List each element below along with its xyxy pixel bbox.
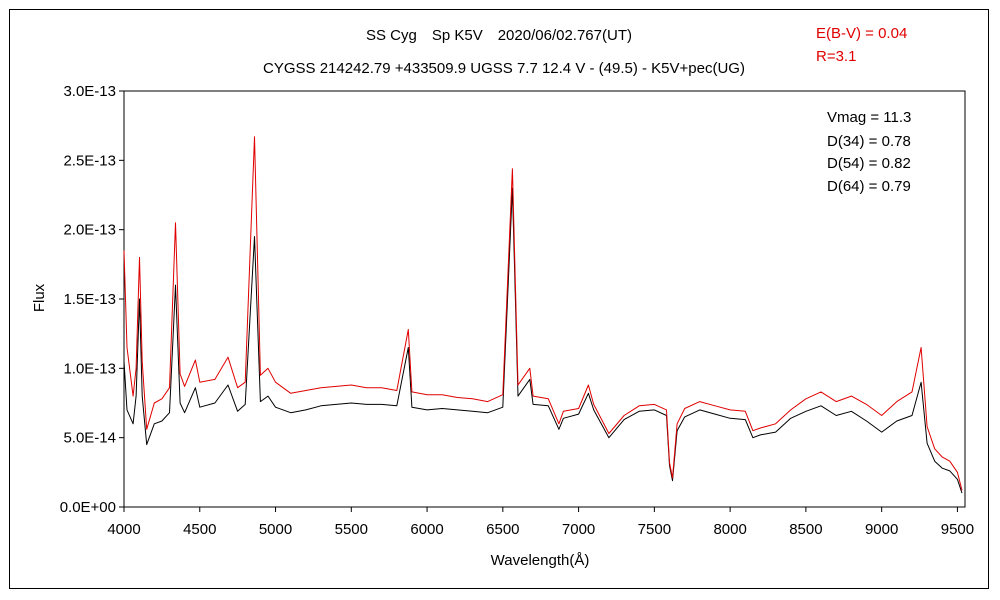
- y-tick-label: 2.0E-13: [63, 222, 116, 239]
- series-line-black: [123, 187, 963, 494]
- d64-annotation: D(64) = 0.79: [827, 178, 911, 195]
- series-line-red: [123, 136, 963, 491]
- y-tick-label: 1.0E-13: [63, 360, 116, 377]
- rv-annotation: R=3.1: [816, 48, 856, 65]
- x-tick-label: 4000: [107, 521, 140, 538]
- axis-ticks: 4000 4500 5000 5500 6000 6500 7000 7500 8000 8500…: [60, 83, 974, 538]
- x-tick-label: 8500: [789, 521, 822, 538]
- x-tick-label: 9500: [941, 521, 974, 538]
- plot-area: [123, 90, 966, 508]
- chart-title: SS Cyg Sp K5V 2020/06/02.767(UT): [366, 27, 632, 44]
- x-tick-label: 6500: [486, 521, 519, 538]
- y-tick-label: 2.5E-13: [63, 152, 116, 169]
- y-axis-label: Flux: [31, 283, 48, 312]
- x-tick-label: 7000: [562, 521, 595, 538]
- x-axis-label: Wavelength(Å): [491, 552, 590, 569]
- y-tick-label: 5.0E-14: [63, 430, 116, 447]
- reddening-annotation: E(B-V) = 0.04: [816, 25, 907, 42]
- x-tick-label: 7500: [638, 521, 671, 538]
- y-tick-label: 0.0E+00: [60, 499, 116, 516]
- series-layer: [123, 136, 963, 494]
- y-tick-label: 3.0E-13: [63, 83, 116, 100]
- y-tick-label: 1.5E-13: [63, 291, 116, 308]
- d34-annotation: D(34) = 0.78: [827, 133, 911, 150]
- chart-subtitle: CYGSS 214242.79 +433509.9 UGSS 7.7 12.4 …: [263, 60, 745, 77]
- x-tick-label: 5000: [259, 521, 292, 538]
- x-tick-label: 8000: [713, 521, 746, 538]
- d54-annotation: D(54) = 0.82: [827, 155, 911, 172]
- chart-frame: [9, 9, 989, 589]
- x-tick-label: 9000: [865, 521, 898, 538]
- x-tick-label: 6000: [410, 521, 443, 538]
- x-tick-label: 5500: [335, 521, 368, 538]
- vmag-annotation: Vmag = 11.3: [827, 109, 911, 126]
- x-tick-label: 4500: [183, 521, 216, 538]
